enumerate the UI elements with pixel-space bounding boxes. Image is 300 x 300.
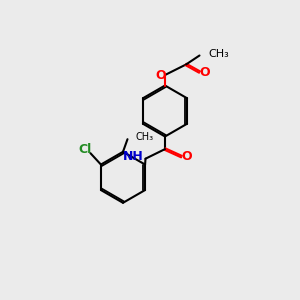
Text: CH₃: CH₃ [136,132,154,142]
Text: O: O [155,68,166,82]
Text: O: O [200,65,210,79]
Text: CH₃: CH₃ [208,49,229,59]
Text: NH: NH [123,150,144,163]
Text: Cl: Cl [78,143,92,156]
Text: O: O [182,150,192,163]
